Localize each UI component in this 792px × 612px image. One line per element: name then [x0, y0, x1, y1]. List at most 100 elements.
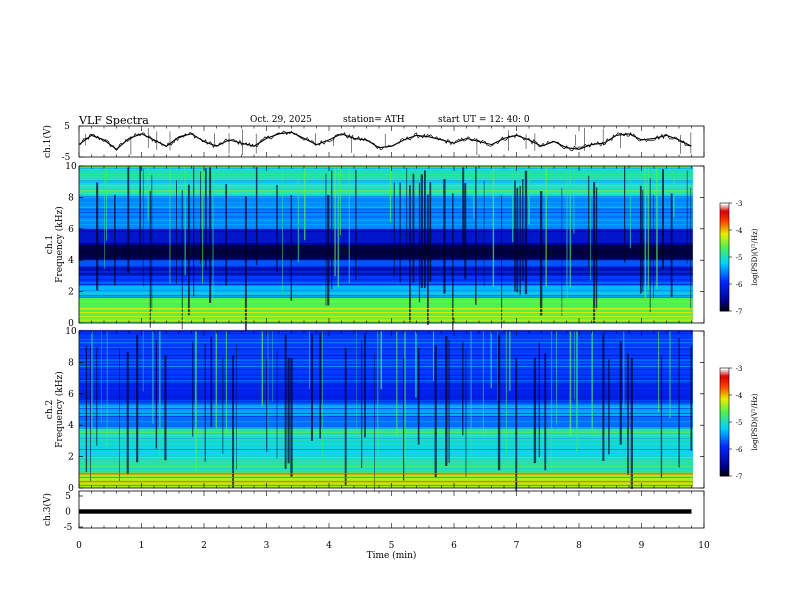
sferic-streak: [630, 357, 633, 489]
spectrogram-band: [79, 415, 693, 429]
colorbar-segment: [720, 289, 729, 292]
colorbar-tick-label: -5: [736, 254, 743, 262]
colorbar-segment: [720, 369, 729, 372]
frequency-line: [79, 457, 693, 458]
sferic-streak: [325, 173, 327, 306]
colorbar-segment: [720, 293, 729, 296]
y-tick-label: 10: [65, 327, 77, 337]
colorbar-segment: [720, 287, 729, 290]
sferic-streak: [418, 182, 421, 303]
colorbar-tick-label: -6: [736, 446, 743, 454]
frequency-line: [79, 175, 693, 177]
ch2-colorbar: -3 -4 -5 -6 -7 log(PSD)(V²/Hz): [719, 365, 759, 481]
sferic-streak: [284, 334, 287, 469]
frequency-line: [79, 458, 693, 460]
colorbar-segment: [720, 204, 729, 207]
frequency-line: [79, 208, 693, 210]
colorbar-segment: [720, 404, 729, 407]
frequency-line: [79, 373, 693, 375]
colorbar-segment: [720, 400, 729, 403]
frequency-line: [79, 397, 693, 399]
colorbar-segment: [720, 432, 729, 435]
spectrogram-band: [79, 285, 693, 298]
sferic-streak: [644, 166, 647, 303]
colorbar-segment: [720, 405, 729, 408]
colorbar-segment: [720, 377, 729, 380]
sferic-streak: [690, 346, 693, 451]
sferic-streak: [483, 180, 485, 287]
sferic-streak: [374, 353, 375, 495]
colorbar-segment: [720, 226, 729, 229]
colorbar-segment: [720, 271, 729, 274]
frequency-line: [79, 408, 693, 410]
colorbar-segment: [720, 463, 729, 466]
y-tick-label: 4: [68, 421, 74, 431]
start-time-label: start UT = 12: 40: 0: [438, 115, 530, 125]
sferic-streak: [642, 189, 644, 292]
frequency-line: [79, 398, 693, 400]
sferic-streak: [482, 331, 484, 436]
low-frequency-line: [79, 312, 693, 314]
colorbar-segment: [720, 228, 729, 231]
colorbar-tick-label: -7: [736, 473, 743, 481]
frequency-line: [79, 436, 693, 438]
ch1-spectrogram: 0 2 4 6 8 10 ch.1 Frequency (kHz) -3 -4 -5 -6 -7 log(…: [45, 162, 759, 336]
sferic-streak: [176, 180, 177, 284]
y-tick-label: 6: [68, 225, 74, 235]
colorbar-segment: [720, 309, 729, 312]
frequency-line: [79, 202, 693, 204]
frequency-line: [79, 347, 693, 348]
sferic-streak: [136, 334, 139, 463]
sferic-streak: [569, 166, 572, 288]
sferic-streak: [647, 166, 649, 291]
colorbar-segment: [720, 300, 729, 303]
sferic-streak: [106, 166, 108, 241]
colorbar-segment: [720, 452, 729, 455]
y-tick-label: 2: [68, 453, 74, 463]
frequency-line: [79, 266, 693, 268]
sferic-streak: [344, 347, 347, 486]
sferic-streak: [204, 343, 206, 462]
frequency-line: [79, 329, 693, 331]
spectrogram-band: [79, 197, 693, 229]
frequency-line: [79, 395, 693, 397]
sferic-streak: [142, 331, 144, 392]
colorbar-segment: [720, 251, 729, 254]
colorbar-segment: [720, 375, 729, 378]
colorbar-segment: [720, 398, 729, 401]
y-tick-label: 0: [65, 508, 71, 518]
colorbar-tick-label: -4: [736, 227, 743, 235]
frequency-line: [79, 194, 693, 196]
sferic-streak: [512, 166, 514, 243]
sferic-streak: [266, 359, 268, 453]
colorbar-segment: [720, 275, 729, 278]
x-axis-label: Time (min): [367, 550, 417, 561]
sferic-streak: [522, 179, 524, 282]
colorbar-segment: [720, 253, 729, 256]
frequency-line: [79, 190, 693, 191]
sferic-streak: [656, 166, 658, 290]
spectrogram-band: [79, 166, 693, 198]
y-axis-label: ch.3(V): [42, 493, 53, 526]
y-tick-label: 2: [68, 288, 74, 298]
sferic-streak: [533, 357, 537, 464]
sferic-streak: [627, 353, 629, 475]
sferic-streak: [225, 331, 227, 436]
sferic-streak: [561, 187, 563, 317]
colorbar-segment: [720, 276, 729, 279]
colorbar-segment: [720, 237, 729, 240]
frequency-line: [79, 182, 693, 183]
y-axis-label: ch.2: [45, 400, 55, 419]
x-tick-label: 4: [326, 541, 332, 551]
sferic-streak: [417, 348, 420, 445]
sferic-streak: [624, 166, 626, 263]
colorbar-segment: [720, 219, 729, 222]
sferic-streak: [473, 166, 475, 219]
sferic-streak: [591, 331, 593, 436]
frequency-line: [79, 274, 693, 276]
sferic-streak: [106, 331, 108, 449]
sferic-streak: [399, 182, 401, 283]
frequency-line: [79, 279, 693, 281]
sferic-streak: [649, 178, 651, 313]
sferic-streak: [361, 340, 363, 468]
